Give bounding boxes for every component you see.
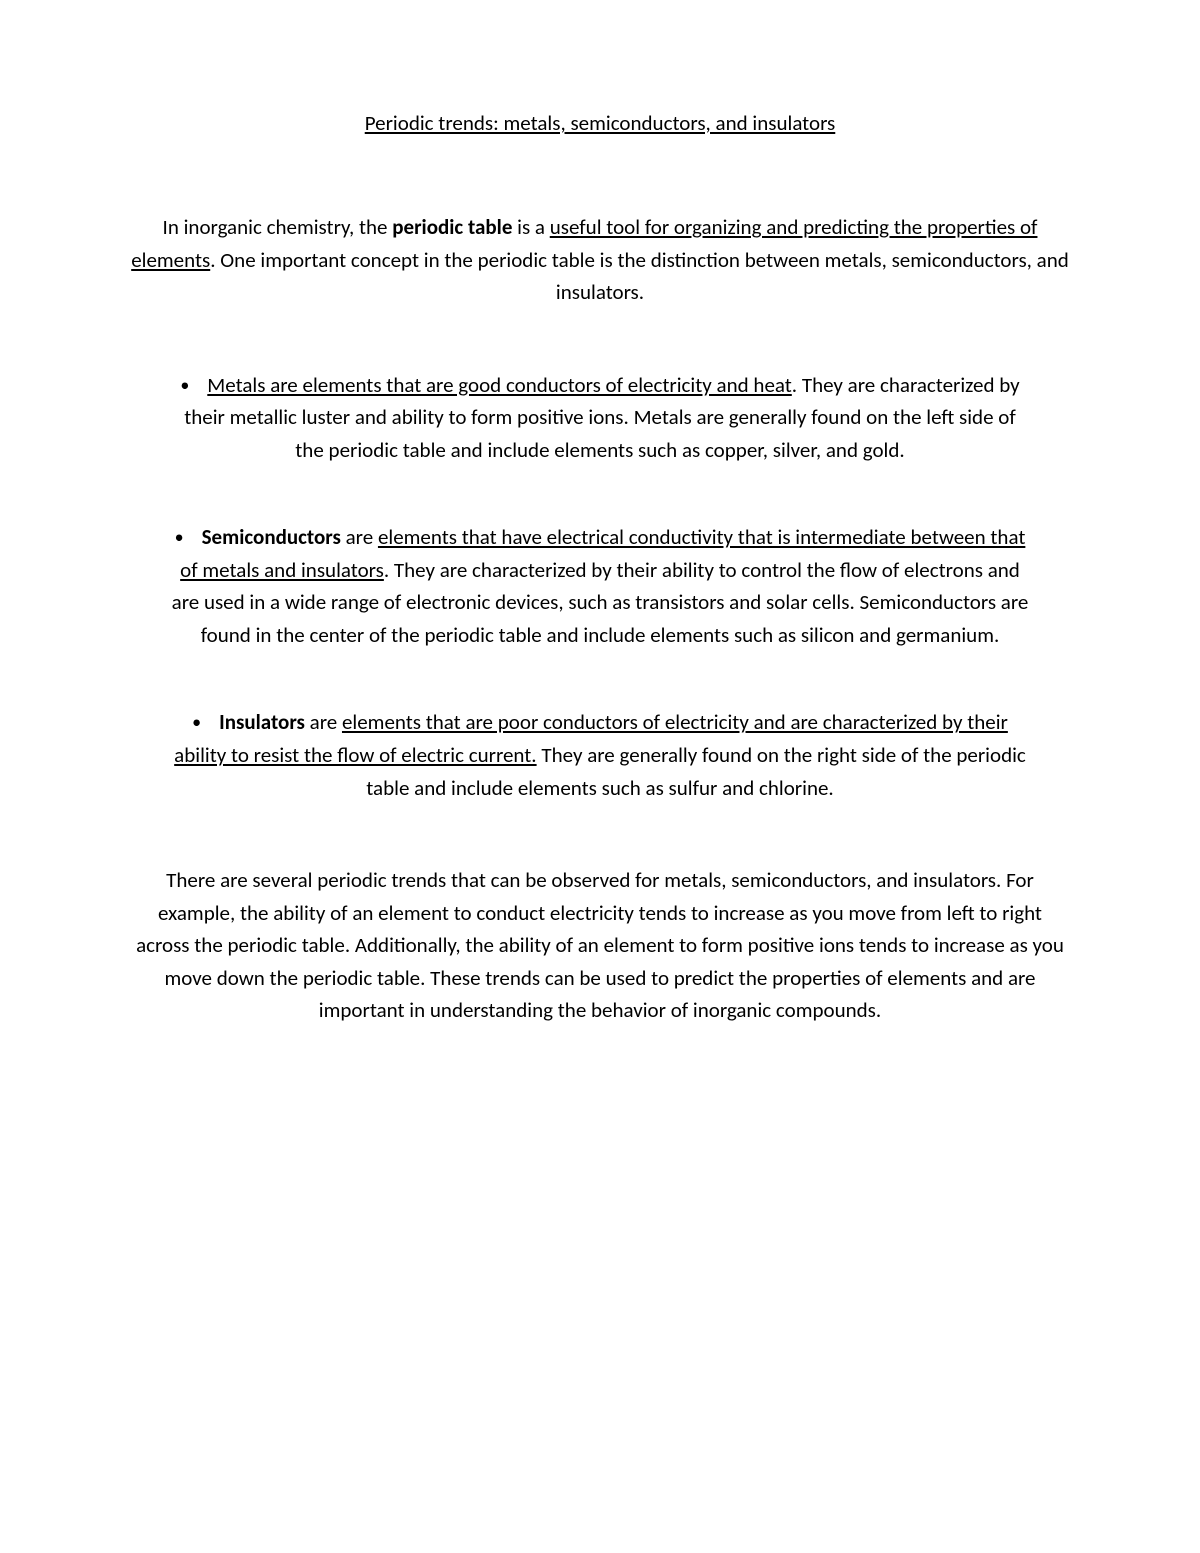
bullet-icon: • bbox=[192, 709, 201, 737]
list-item: • Metals are elements that are good condu… bbox=[130, 369, 1070, 467]
list-item: •Semiconductors are elements that have e… bbox=[130, 521, 1070, 651]
bullet-list: • Metals are elements that are good condu… bbox=[130, 369, 1070, 804]
document-title: Periodic trends: metals, semiconductors,… bbox=[130, 110, 1070, 136]
bullet-mid: are bbox=[305, 709, 342, 735]
bullet-bold: Semiconductors bbox=[202, 524, 341, 550]
list-item: •Insulators are elements that are poor c… bbox=[130, 706, 1070, 804]
bullet-icon: • bbox=[175, 524, 184, 552]
intro-bold: periodic table bbox=[392, 214, 512, 240]
closing-paragraph: There are several periodic trends that c… bbox=[130, 864, 1070, 1027]
bullet-underlined: Metals are elements that are good conduc… bbox=[207, 372, 792, 398]
intro-text-3: . One important concept in the periodic … bbox=[210, 247, 1069, 306]
bullet-bold: Insulators bbox=[219, 709, 305, 735]
intro-paragraph: In inorganic chemistry, the periodic tab… bbox=[130, 211, 1070, 309]
bullet-icon: • bbox=[180, 372, 189, 400]
bullet-mid: are bbox=[341, 524, 378, 550]
intro-text-2: is a bbox=[512, 214, 549, 240]
intro-text-1: In inorganic chemistry, the bbox=[163, 214, 393, 240]
